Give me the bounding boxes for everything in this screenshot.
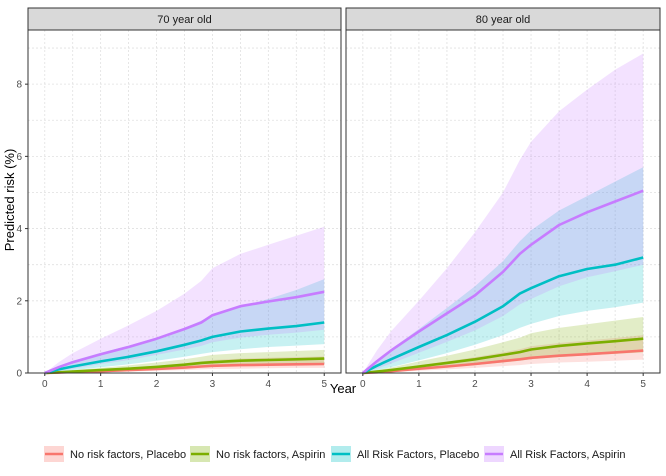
ci-band-2 — [362, 317, 644, 373]
series-line-4 — [361, 189, 644, 375]
x-tick-label: 3 — [528, 379, 534, 390]
series-line-4 — [44, 290, 325, 375]
series-line-3 — [362, 256, 644, 375]
x-tick-label: 1 — [416, 379, 422, 390]
legend-label: All Risk Factors, Aspirin — [510, 449, 626, 461]
x-tick-label: 4 — [266, 379, 272, 390]
legend-item-1: No risk factors, Placebo — [44, 446, 186, 462]
x-tick-label: 1 — [98, 379, 104, 390]
y-tick-label: 2 — [16, 296, 22, 307]
x-tick-label: 0 — [42, 379, 48, 390]
legend-item-4: All Risk Factors, Aspirin — [484, 446, 626, 462]
panel-1: 70 year old 0 1 2 3 4 5 0 2 4 6 8 — [16, 7, 342, 390]
series-line-2 — [44, 357, 325, 375]
x-tick-label: 3 — [210, 379, 216, 390]
x-tick-label: 2 — [154, 379, 160, 390]
y-axis-label: Predicted risk (%) — [2, 149, 17, 252]
x-tick-label: 5 — [321, 379, 327, 390]
series-line-2 — [362, 337, 644, 375]
x-tick-label: 5 — [640, 379, 646, 390]
y-tick-label: 0 — [16, 369, 22, 380]
x-tick-label: 4 — [584, 379, 590, 390]
ci-band-4 — [44, 226, 325, 373]
x-axis-label: Year — [330, 381, 357, 396]
legend-item-3: All Risk Factors, Placebo — [331, 446, 479, 462]
legend-label: No risk factors, Aspirin — [216, 449, 325, 461]
legend-label: No risk factors, Placebo — [70, 449, 186, 461]
legend: No risk factors, Placebo No risk factors,… — [44, 446, 626, 462]
panel-2: 80 year old 0 1 2 3 4 5 — [345, 7, 661, 390]
y-tick-label: 8 — [16, 80, 22, 91]
panel-border — [27, 29, 342, 374]
panel-border — [345, 29, 661, 374]
legend-item-2: No risk factors, Aspirin — [190, 446, 325, 462]
legend-label: All Risk Factors, Placebo — [357, 449, 479, 461]
ci-band-2 — [44, 349, 325, 373]
y-tick-label: 4 — [16, 224, 22, 235]
x-tick-label: 2 — [472, 379, 478, 390]
panel-title: 80 year old — [476, 14, 530, 26]
series-line-3 — [44, 321, 325, 375]
ci-band-4 — [362, 53, 644, 373]
panel-title: 70 year old — [157, 14, 211, 26]
y-tick-label: 6 — [16, 152, 22, 163]
x-tick-label: 0 — [360, 379, 366, 390]
